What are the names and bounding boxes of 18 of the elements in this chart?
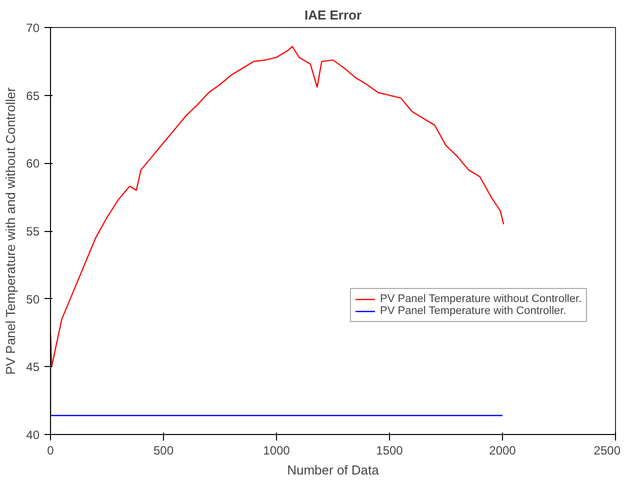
y-axis-title: PV Panel Temperature with and without Controller (3, 86, 18, 375)
y-tick-label: 55 (26, 224, 40, 238)
legend-label: PV Panel Temperature without Controller. (380, 293, 582, 305)
x-tick-label: 500 (153, 444, 174, 458)
y-tick-label: 50 (26, 292, 40, 306)
x-tick-label: 0 (47, 444, 54, 458)
legend-label: PV Panel Temperature with Controller. (380, 305, 566, 317)
y-tick-label: 60 (26, 156, 40, 171)
y-tick-label: 70 (26, 21, 40, 35)
x-tick-label: 2500 (594, 444, 621, 458)
x-tick-label: 1000 (263, 444, 290, 458)
y-tick-label: 45 (26, 360, 40, 374)
y-tick-label: 65 (26, 88, 40, 103)
y-tick-label: 40 (26, 428, 40, 442)
x-tick-label: 1500 (376, 444, 404, 458)
x-axis-title: Number of Data (287, 462, 380, 478)
x-tick-label: 2000 (489, 444, 516, 458)
chart-title: IAE Error (304, 8, 362, 22)
